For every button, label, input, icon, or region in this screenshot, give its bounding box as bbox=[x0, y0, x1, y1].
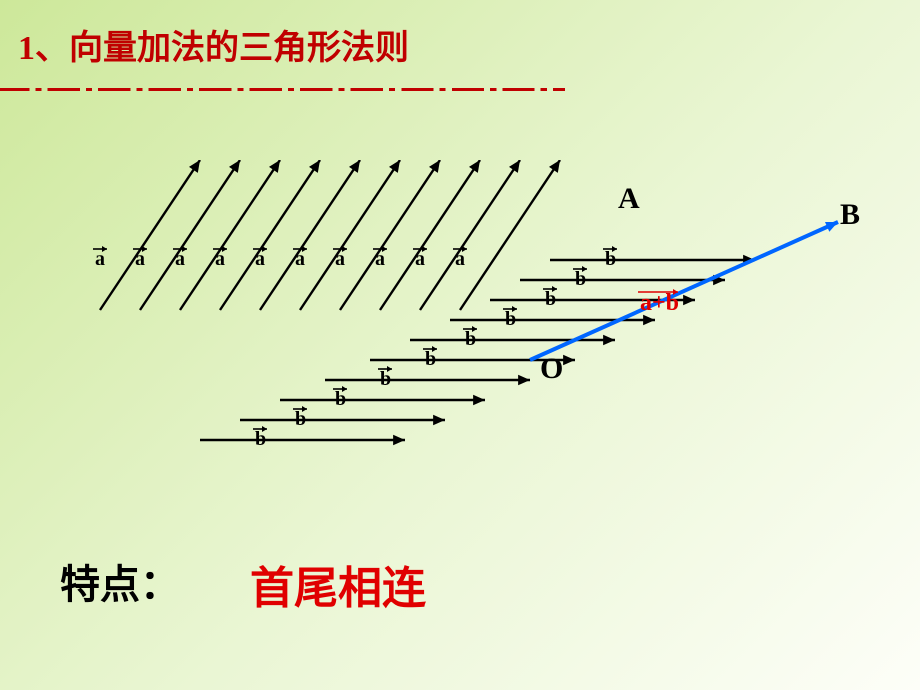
svg-text:A: A bbox=[618, 182, 640, 215]
svg-text:B: B bbox=[840, 198, 860, 231]
svg-text:a: a bbox=[135, 248, 145, 270]
svg-text:b: b bbox=[505, 308, 516, 330]
svg-text:b: b bbox=[380, 368, 391, 390]
svg-text:b: b bbox=[255, 428, 266, 450]
svg-text:a: a bbox=[215, 248, 225, 270]
slide-title: 1、向量加法的三角形法则 bbox=[18, 20, 409, 69]
title-divider bbox=[0, 88, 565, 91]
svg-text:a: a bbox=[455, 248, 465, 270]
feature-value: 首尾相连 bbox=[250, 552, 426, 616]
svg-text:b: b bbox=[335, 388, 346, 410]
svg-text:O: O bbox=[540, 352, 563, 385]
svg-text:a: a bbox=[295, 248, 305, 270]
svg-text:a: a bbox=[95, 248, 105, 270]
svg-text:a: a bbox=[375, 248, 385, 270]
svg-text:b: b bbox=[295, 408, 306, 430]
svg-text:b: b bbox=[575, 268, 586, 290]
svg-text:a: a bbox=[255, 248, 265, 270]
feature-label: 特点： bbox=[60, 552, 180, 610]
svg-text:a: a bbox=[415, 248, 425, 270]
svg-text:b: b bbox=[425, 348, 436, 370]
svg-text:a: a bbox=[335, 248, 345, 270]
svg-text:a: a bbox=[175, 248, 185, 270]
svg-text:b: b bbox=[605, 248, 616, 270]
vector-diagram: aaaaaaaaaabbbbbbbbbba+bOAB bbox=[70, 160, 860, 480]
svg-text:b: b bbox=[545, 288, 556, 310]
svg-text:b: b bbox=[465, 328, 476, 350]
svg-text:a+b: a+b bbox=[640, 290, 679, 316]
